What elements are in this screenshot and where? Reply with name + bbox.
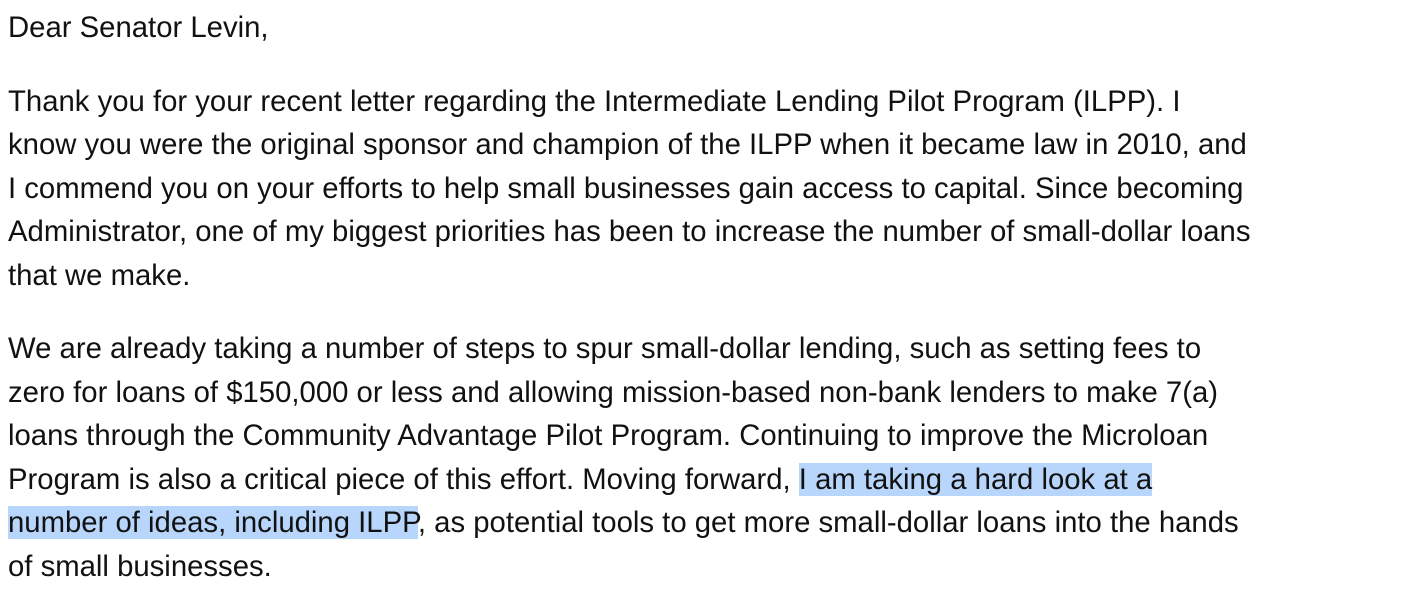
paragraph-line: know you were the original sponsor and c… (8, 128, 1247, 161)
paragraph-line: zero for loans of $150,000 or less and a… (8, 375, 1218, 409)
paragraph-1: Thank you for your recent letter regardi… (8, 80, 1418, 298)
paragraph-line: that we make. (8, 258, 191, 292)
selected-text-part-1[interactable]: I am taking a hard look at a (798, 462, 1153, 496)
paragraph-2: We are already taking a number of steps … (8, 327, 1418, 588)
paragraph-line: Thank you for your recent letter regardi… (8, 84, 1181, 118)
paragraph-line: loans through the Community Advantage Pi… (8, 419, 1209, 452)
text-after-selection: , as potential tools to get more small-d… (417, 506, 1239, 539)
selected-text-part-2[interactable]: number of ideas, including ILPP (8, 506, 418, 539)
paragraph-line: We are already taking a number of steps … (8, 332, 1202, 365)
salutation: Dear Senator Levin, (8, 11, 269, 44)
paragraph-line: I commend you on your efforts to help sm… (8, 171, 1244, 205)
paragraph-line: Program is also a critical piece of this… (8, 458, 1418, 502)
paragraph-line: Administrator, one of my biggest priorit… (8, 215, 1251, 248)
paragraph-line: number of ideas, including ILPP, as pote… (8, 501, 1418, 545)
text-before-selection: Program is also a critical piece of this… (8, 462, 799, 496)
paragraph-line: of small businesses. (8, 549, 272, 583)
